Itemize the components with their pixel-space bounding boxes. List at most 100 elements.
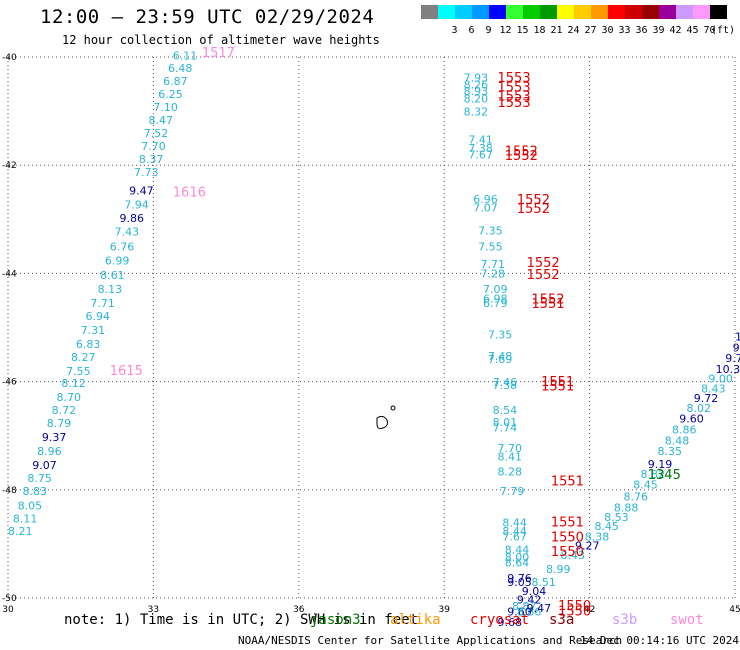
wave-height-value: 7.31 [81,324,106,337]
scale-label: 9 [485,25,492,36]
wave-height-value: 8.70 [56,391,81,404]
wave-height-value: 7.67 [468,149,493,162]
legend-s3b: s3b [612,612,638,628]
wave-height-value: 8.86 [672,424,697,437]
wave-height-value: 8.38 [585,531,610,544]
scale-label: 45 [686,25,699,36]
scale-swatch [455,5,472,19]
scale-label: 36 [635,25,648,36]
wave-height-value: 8.35 [657,445,682,458]
pass-time-label: 1616 [173,186,206,201]
wave-height-value: 8.37 [139,153,164,166]
scale-label: 39 [652,25,665,36]
wave-height-value: 9.76 [507,572,532,585]
wave-height-value: 6.79 [483,297,508,310]
wave-height-value: 9.47 [527,602,552,615]
wave-height-value: 8.47 [149,114,174,127]
scale-swatch [506,5,523,19]
wave-height-value: 6.96 [473,193,498,206]
wave-height-value: 9.72 [694,392,719,405]
pass-time-label: 1552 [517,193,550,208]
scale-label: 30 [601,25,614,36]
scale-swatch [540,5,557,19]
wave-height-value: 9.27 [575,539,600,552]
pass-time-label: 1552 [505,144,538,159]
map-title: 12:00 — 23:59 UTC 02/29/2024 [40,6,375,28]
pass-time-label: 1345 [648,468,681,483]
scale-label: 42 [669,25,682,36]
pass-time-label: 1551 [541,379,574,394]
wave-height-value: 8.45 [633,479,658,492]
wave-height-value: 8.51 [531,576,556,589]
scale-label: 15 [516,25,529,36]
wave-height-value: 8.27 [71,351,96,364]
wave-height-value: 7.38 [493,379,517,392]
wave-height-value: 9.68 [498,616,522,629]
wave-height-value: 10.2 [735,330,740,343]
scale-label: 6 [468,25,475,36]
wave-height-value: 8.64 [505,557,530,570]
wave-height-value: 6.25 [158,88,183,101]
wave-height-value: 8.82 [640,468,665,481]
scale-label: 3 [451,25,458,36]
wave-height-value: 8.44 [502,525,527,538]
wave-height-value: 9.78 [725,352,740,365]
wave-height-value: 8.20 [464,92,489,105]
wave-height-value: 9.60 [679,413,704,426]
wave-height-value: 7.28 [481,268,506,281]
wave-height-value: 7.74 [493,421,517,434]
map-subtitle: 12 hour collection of altimeter wave hei… [62,33,380,47]
scale-swatch [421,5,438,19]
pass-time-label: 1517 [202,46,235,61]
scale-label: 70 [703,25,716,36]
credit-text: NOAA/NESDIS Center for Satellite Applica… [238,634,623,647]
scale-label: 12 [499,25,512,36]
wave-height-value: 7.71 [481,258,506,271]
wave-height-value: 8.32 [464,105,489,118]
wave-height-value: 8.72 [52,404,76,417]
y-tick-label: -42 [2,161,17,171]
wave-height-value: 8.02 [687,402,712,415]
pass-time-label: 1550 [551,545,584,560]
wave-height-value: 9.42 [517,593,542,606]
wave-height-value: 8.53 [604,511,629,524]
scale-swatch [693,5,710,19]
y-tick-label: -46 [2,378,17,388]
pass-time-label: 1552 [527,256,560,271]
scale-swatch [523,5,540,19]
scale-label: 21 [550,25,563,36]
wave-height-value: 7.35 [488,328,513,341]
pass-time-label: 1553 [498,89,531,104]
pass-time-label: 1552 [505,149,538,164]
pass-time-label: 1551 [541,375,574,390]
x-tick-label: 36 [293,605,305,615]
island-outline [376,415,388,429]
wave-height-value: 7.71 [90,297,115,310]
wave-height-value: 7.55 [478,241,503,254]
scale-label: 24 [567,25,580,36]
wave-height-value: 8.54 [493,404,517,417]
pass-time-label: 1550 [558,604,591,619]
wave-height-value: 6.94 [86,310,111,323]
wave-height-value: 7.41 [468,134,493,147]
wave-height-value: 9.37 [42,431,67,444]
wave-height-value: 8.01 [493,416,517,429]
scale-swatch [710,5,727,19]
x-tick-label: 30 [2,605,14,615]
pass-time-label: 1615 [110,364,143,379]
wave-height-value: 9.07 [32,459,57,472]
legend-jason3: jason3 [310,612,361,628]
footer-note-row: note: 1) Time is in UTC; 2) SWH is in fe… [0,612,740,630]
wave-height-value: 7.46 [493,376,517,389]
wave-height-value: 8.28 [498,466,522,479]
wave-height-value: 8.87 [512,600,537,613]
scale-swatch [591,5,608,19]
wave-height-value: 7.67 [502,531,527,544]
scale-swatch [489,5,506,19]
wave-height-value: 7.70 [141,140,166,153]
y-tick-label: -48 [2,486,17,496]
wave-height-value: 8.76 [624,491,649,504]
wave-height-value: 7.09 [483,283,508,296]
wave-height-value: 8.75 [27,472,51,485]
x-tick-label: 42 [584,605,595,615]
